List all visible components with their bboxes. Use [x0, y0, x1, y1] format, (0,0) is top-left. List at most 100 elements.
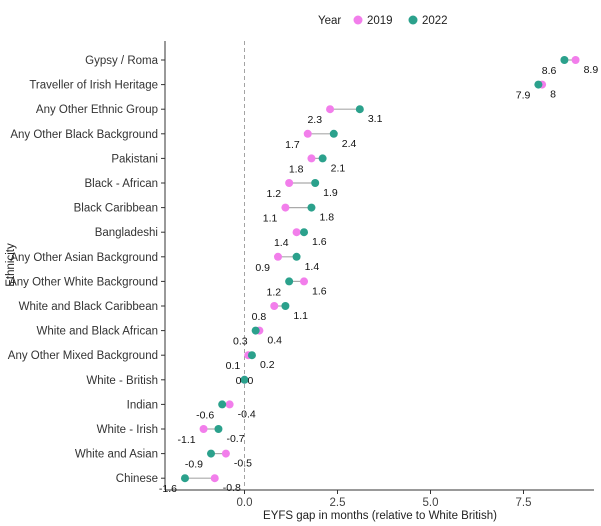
category-label: Pakistani — [111, 153, 158, 165]
point-2019 — [221, 449, 230, 458]
point-2019 — [285, 179, 294, 187]
data-label-2019: 8.9 — [584, 64, 599, 76]
data-label-2019: 8 — [550, 89, 556, 101]
category-label: Black - African — [85, 178, 159, 190]
legend-label-2022: 2022 — [422, 15, 448, 27]
data-label-2019: 0.8 — [252, 311, 267, 323]
category-label: Indian — [127, 399, 158, 411]
data-label-2022: 1.6 — [312, 236, 327, 248]
data-label-2019: -1.1 — [177, 434, 195, 446]
data-label-2019: 1.2 — [267, 188, 282, 200]
category-label: Black Caribbean — [74, 203, 158, 215]
point-2022 — [560, 56, 569, 64]
data-label-2022: 1.8 — [319, 212, 334, 224]
category-label: Any Other Mixed Background — [8, 350, 158, 362]
data-label-2022: 3.1 — [368, 113, 383, 125]
data-label-2019: -0.5 — [234, 458, 252, 470]
data-label-2019: 0.9 — [255, 262, 270, 274]
legend-swatch-2022 — [408, 15, 418, 25]
category-label: Any Other White Background — [9, 276, 158, 288]
category-label: Any Other Asian Background — [10, 252, 158, 264]
point-2022 — [534, 80, 543, 89]
data-label-2019: 2.3 — [307, 114, 322, 126]
category-label: White - British — [86, 375, 158, 387]
point-2019 — [571, 56, 580, 64]
point-2022 — [355, 105, 364, 114]
point-2019 — [303, 129, 312, 138]
legend-title: Year — [318, 15, 341, 27]
chart-legend: Year 2019 2022 — [318, 15, 448, 27]
legend-label-2019: 2019 — [367, 15, 393, 27]
data-label-2019: -0.8 — [223, 482, 241, 494]
x-tick-label: 5.0 — [423, 497, 439, 509]
point-2019 — [326, 105, 335, 114]
x-tick-label: 2.5 — [330, 497, 346, 509]
data-label-2022: 1.1 — [293, 310, 308, 322]
data-label-2022: -0.7 — [226, 433, 244, 445]
point-2022 — [218, 400, 227, 409]
point-2022 — [318, 154, 327, 163]
point-2022 — [281, 302, 290, 310]
x-tick-label: 0.0 — [237, 497, 253, 509]
data-label-2022: -1.6 — [159, 483, 177, 495]
data-label-2019: 0.1 — [226, 360, 241, 372]
x-tick-label: 7.5 — [516, 497, 532, 509]
point-2022 — [307, 203, 316, 212]
data-label-2022: -0.9 — [185, 459, 203, 471]
point-2019 — [281, 203, 290, 212]
category-label: Traveller of Irish Heritage — [29, 80, 158, 92]
data-label-2022: 0 — [248, 375, 254, 387]
point-2022 — [214, 425, 223, 433]
category-label: White and Asian — [75, 449, 158, 461]
point-2019 — [300, 277, 309, 286]
category-label: White - Irish — [97, 424, 158, 436]
data-label-2022: 1.4 — [305, 261, 320, 273]
chart-axes: 0.0 2.5 5.0 7.5 Gypsy / Roma Traveller of Iri… — [8, 41, 594, 509]
point-2022 — [240, 375, 249, 384]
point-2022 — [180, 474, 189, 483]
point-2022 — [207, 449, 216, 458]
chart-marks: 8.9 8.6 8 7.9 2.3 3.1 1.7 2.4 1.8 2.1 1.2 1.9 1.1 1.8… — [159, 56, 598, 495]
point-2019 — [199, 425, 208, 433]
data-label-2022: 0.3 — [233, 336, 248, 348]
data-label-2019: -0.4 — [238, 408, 256, 420]
point-2022 — [285, 277, 294, 286]
data-label-2019: 0.4 — [267, 335, 282, 347]
x-axis-title: EYFS gap in months (relative to White Br… — [263, 510, 497, 522]
data-label-2019: 1.1 — [263, 213, 278, 225]
point-2022 — [300, 228, 309, 237]
data-label-2022: 8.6 — [542, 65, 557, 77]
data-label-2022: 0.2 — [260, 359, 275, 371]
data-label-2022: 2.4 — [342, 138, 357, 150]
point-2022 — [292, 252, 301, 261]
point-2019 — [270, 302, 279, 310]
data-label-2022: -0.6 — [196, 409, 214, 421]
point-2019 — [273, 252, 282, 261]
data-label-2022: 2.1 — [331, 162, 346, 174]
point-2019 — [292, 228, 301, 237]
data-label-2022: 1.9 — [323, 187, 338, 199]
category-label: Chinese — [116, 473, 158, 485]
data-label-2022: 7.9 — [516, 90, 531, 102]
category-label: Bangladeshi — [95, 227, 158, 239]
category-label: White and Black Caribbean — [19, 301, 158, 313]
point-2022 — [329, 129, 338, 138]
category-label: Gypsy / Roma — [85, 55, 158, 67]
data-label-2022: 1.2 — [267, 286, 282, 298]
legend-swatch-2019 — [353, 15, 363, 25]
point-2019 — [210, 474, 219, 483]
data-label-2019: 1.4 — [274, 237, 289, 249]
category-label: Any Other Black Background — [10, 129, 158, 141]
point-2022 — [247, 351, 256, 360]
data-label-2019: 1.7 — [285, 139, 300, 151]
point-2022 — [251, 326, 260, 335]
y-axis-title: Ethnicity — [5, 243, 17, 287]
point-2019 — [307, 154, 316, 163]
category-label: Any Other Ethnic Group — [36, 104, 158, 116]
data-label-2019: 1.6 — [312, 285, 327, 297]
category-label: White and Black African — [37, 326, 158, 338]
data-label-2019: 0 — [236, 375, 242, 387]
data-label-2019: 1.8 — [289, 163, 304, 175]
point-2019 — [225, 400, 234, 409]
